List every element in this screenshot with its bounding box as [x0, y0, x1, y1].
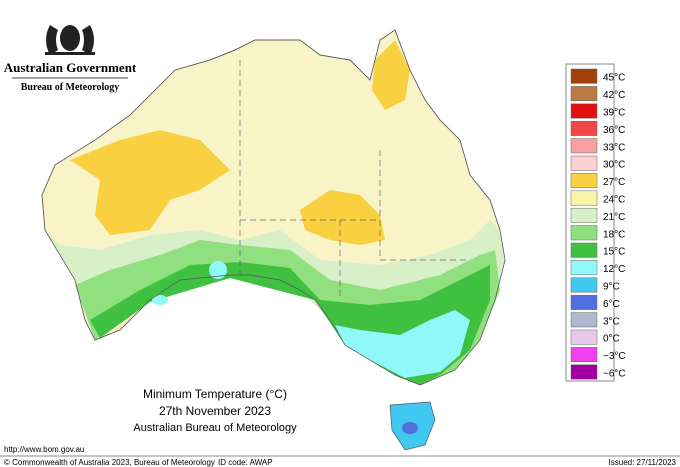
legend-swatch	[570, 364, 598, 380]
legend-label: 9°C	[603, 282, 620, 293]
legend-label: 24°C	[603, 195, 625, 206]
australia-map	[41, 29, 506, 451]
legend-label: 6°C	[603, 299, 620, 310]
legend-swatch	[570, 120, 598, 136]
legend-swatch	[570, 155, 598, 171]
legend-swatch	[570, 294, 598, 310]
legend-label: 36°C	[603, 125, 625, 136]
legend-swatch	[570, 329, 598, 345]
footer-id: ID code: AWAP	[218, 458, 273, 467]
legend-label: 18°C	[603, 229, 625, 240]
legend-swatch	[570, 207, 598, 223]
coat-of-arms	[45, 25, 95, 55]
legend-label: 12°C	[603, 264, 625, 275]
caption-source: Australian Bureau of Meteorology	[133, 422, 297, 434]
legend-label: 21°C	[603, 212, 625, 223]
legend: 45°C 42°C 39°C 36°C 33°C 30°C 27°C 24°C 21°C 18°C…	[570, 68, 626, 380]
legend-label: 42°C	[603, 90, 625, 101]
legend-swatch	[570, 225, 598, 241]
legend-label: 3°C	[603, 316, 620, 327]
legend-label: 15°C	[603, 247, 625, 258]
caption-title: Minimum Temperature (°C)	[143, 387, 287, 401]
legend-swatch	[570, 312, 598, 328]
legend-label: 39°C	[603, 108, 625, 119]
footer-copyright: © Commonwealth of Australia 2023, Bureau…	[4, 458, 215, 467]
legend-swatch	[570, 103, 598, 119]
legend-swatch	[570, 68, 598, 84]
caption-date: 27th November 2023	[159, 404, 271, 418]
bureau-name: Bureau of Meteorology	[21, 82, 120, 93]
legend-swatch	[570, 138, 598, 154]
legend-swatch	[570, 173, 598, 189]
legend-swatch	[570, 277, 598, 293]
legend-swatch	[570, 86, 598, 102]
legend-swatch	[570, 190, 598, 206]
legend-swatch	[570, 260, 598, 276]
legend-swatch	[570, 242, 598, 258]
legend-label: 33°C	[603, 142, 625, 153]
footer-url: http://www.bom.gov.au	[4, 445, 84, 454]
legend-swatch	[570, 347, 598, 363]
legend-label: −3°C	[603, 351, 626, 362]
legend-label: 30°C	[603, 160, 625, 171]
legend-label: −6°C	[603, 369, 626, 380]
legend-label: 0°C	[603, 334, 620, 345]
legend-label: 27°C	[603, 177, 625, 188]
government-name: Australian Government	[4, 60, 137, 75]
footer-issued: Issued: 27/11/2023	[609, 458, 677, 467]
legend-label: 45°C	[603, 73, 625, 84]
